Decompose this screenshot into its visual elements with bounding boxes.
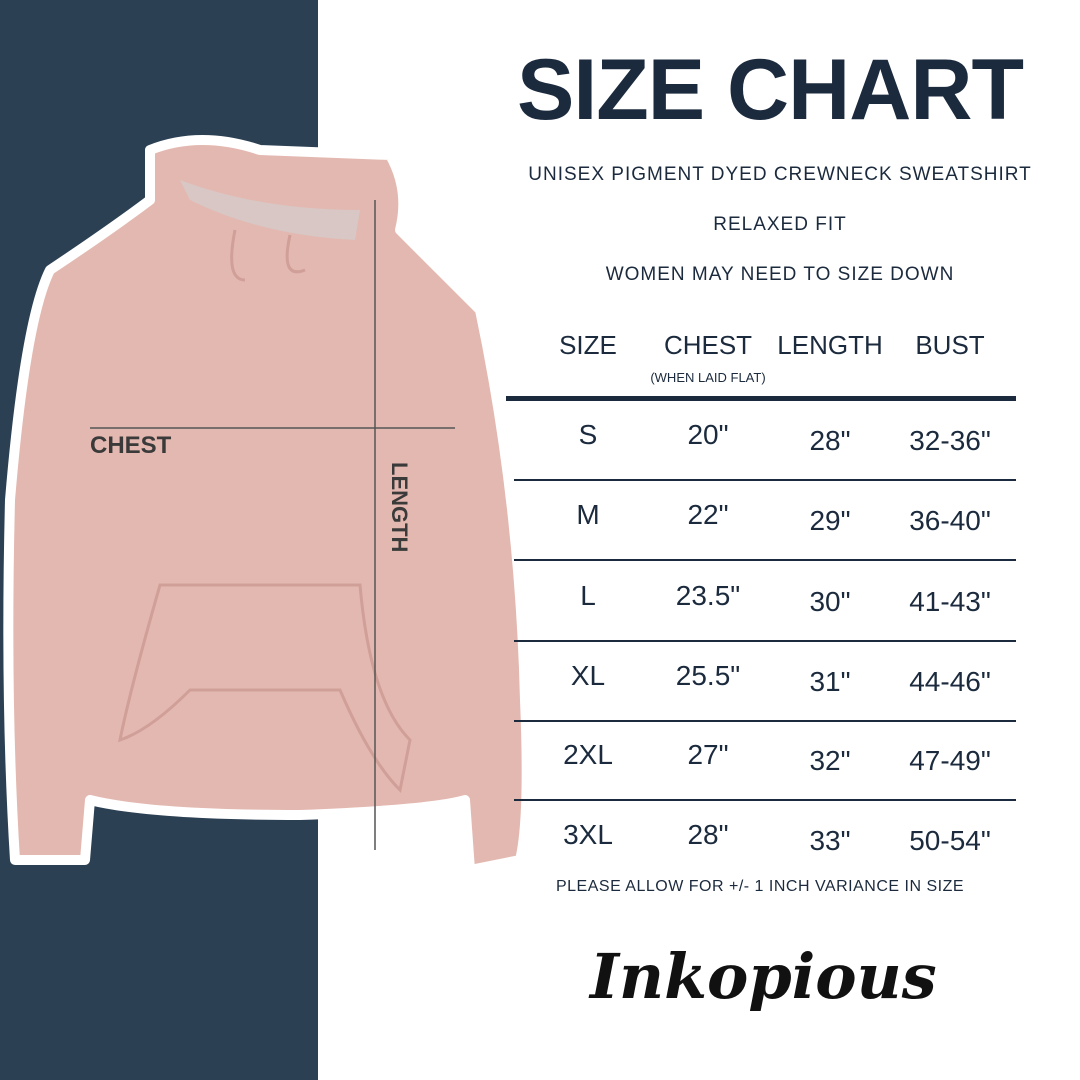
cell-chest: 27"	[687, 739, 729, 770]
cell-length: 30"	[809, 586, 851, 617]
cell-length: 33"	[809, 825, 851, 856]
cell-bust: 41-43"	[909, 586, 991, 617]
sizing-advice: WOMEN MAY NEED TO SIZE DOWN	[605, 264, 955, 285]
cell-size: 2XL	[563, 739, 613, 770]
product-subtitle: UNISEX PIGMENT DYED CREWNECK SWEATSHIRT	[528, 164, 1032, 185]
header-chest: CHEST	[663, 330, 753, 360]
cell-chest: 20"	[687, 419, 729, 450]
cell-size: XL	[570, 660, 606, 691]
row-divider	[514, 720, 1016, 722]
row-divider	[514, 479, 1016, 481]
chest-label: CHEST	[90, 432, 172, 459]
cell-bust: 32-36"	[909, 425, 991, 456]
row-divider	[514, 799, 1016, 801]
brand-logo: Inkopious	[590, 940, 937, 1013]
page-title: SIZE CHART	[517, 42, 1024, 138]
cell-length: 32"	[809, 745, 851, 776]
cell-chest: 25.5"	[675, 660, 741, 691]
cell-length: 28"	[809, 425, 851, 456]
row-divider	[514, 559, 1016, 561]
cell-length: 29"	[809, 505, 851, 536]
cell-chest: 22"	[687, 499, 729, 530]
cell-size: 3XL	[563, 819, 613, 850]
cell-length: 31"	[809, 666, 851, 697]
header-divider	[506, 396, 1016, 401]
row-divider	[514, 640, 1016, 642]
chest-note: (WHEN LAID FLAT)	[650, 370, 766, 385]
header-bust: BUST	[915, 330, 985, 360]
cell-bust: 36-40"	[909, 505, 991, 536]
variance-note: PLEASE ALLOW FOR +/- 1 INCH VARIANCE IN …	[555, 878, 965, 895]
cell-bust: 47-49"	[909, 745, 991, 776]
cell-size: L	[580, 580, 596, 611]
header-size: SIZE	[559, 330, 617, 360]
hoodie-image	[3, 135, 532, 875]
cell-size: S	[578, 419, 598, 450]
cell-bust: 50-54"	[909, 825, 991, 856]
length-label: LENGTH	[387, 462, 412, 553]
header-length: LENGTH	[777, 330, 883, 360]
cell-bust: 44-46"	[909, 666, 991, 697]
cell-chest: 23.5"	[675, 580, 741, 611]
cell-chest: 28"	[687, 819, 729, 850]
fit-text: RELAXED FIT	[713, 214, 847, 235]
cell-size: M	[576, 499, 600, 530]
